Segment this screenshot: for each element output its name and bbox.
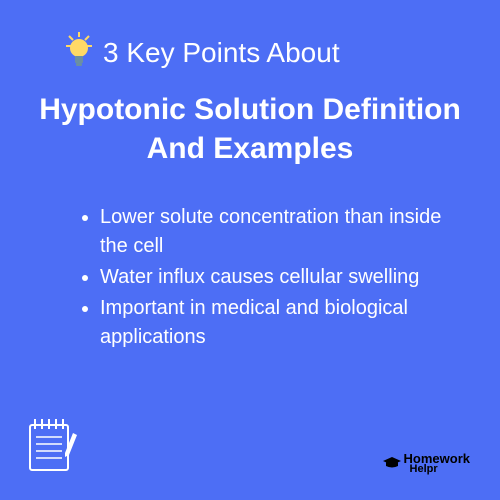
graduation-cap-icon	[382, 456, 402, 473]
list-item: Water influx causes cellular swelling	[100, 263, 445, 292]
header-row: 3 Key Points About	[63, 30, 465, 75]
header-label: 3 Key Points About	[103, 37, 340, 69]
logo-text: Homework Helpr	[404, 453, 470, 475]
lightbulb-icon	[63, 30, 95, 75]
key-points-list: Lower solute concentration than inside t…	[35, 203, 465, 352]
page-title: Hypotonic Solution Definition And Exampl…	[35, 90, 465, 168]
list-item: Lower solute concentration than inside t…	[100, 203, 445, 261]
list-item: Important in medical and biological appl…	[100, 294, 445, 352]
notepad-icon	[25, 415, 80, 480]
brand-logo: Homework Helpr	[382, 453, 470, 475]
